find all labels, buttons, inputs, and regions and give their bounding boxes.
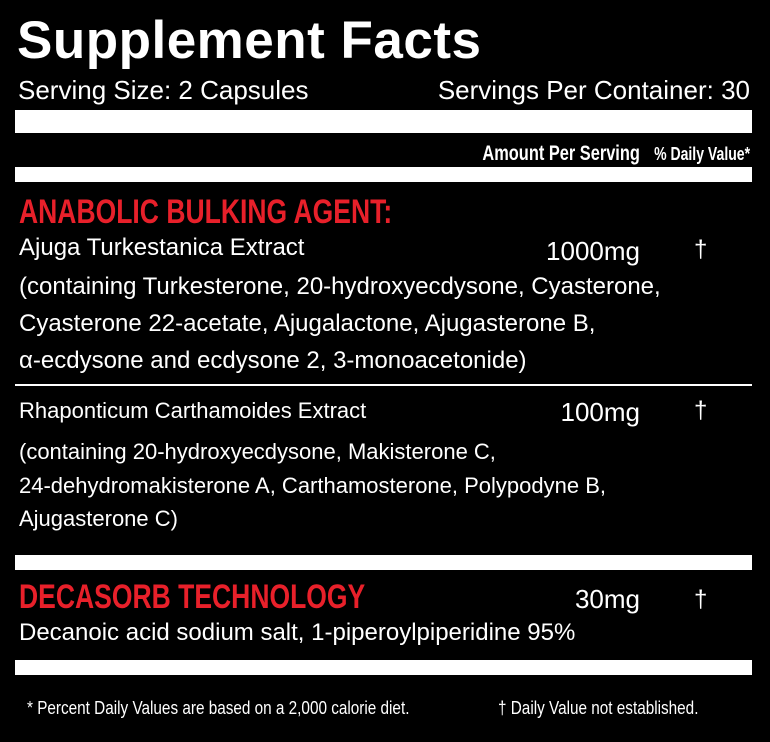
- dagger-mark: †: [694, 397, 708, 424]
- servings-per-container: Servings Per Container: 30: [437, 75, 750, 105]
- section-heading-anabolic: ANABOLIC BULKING AGENT:: [19, 193, 393, 231]
- ingredient-detail: α-ecdysone and ecdysone 2, 3-monoacetoni…: [19, 347, 527, 374]
- ingredient-name: Rhaponticum Carthamoides Extract: [19, 398, 367, 423]
- divider-thick: [15, 660, 752, 675]
- ingredient-amount: 100mg: [560, 397, 641, 427]
- daily-value-header: % Daily Value*: [653, 144, 750, 164]
- divider-thick: [15, 110, 752, 133]
- ingredient-detail: (containing Turkesterone, 20-hydroxyecdy…: [19, 273, 661, 300]
- divider-thin: [15, 384, 752, 386]
- ingredient-detail: Ajugasterone C): [19, 506, 178, 531]
- ingredient-amount: 30mg: [574, 584, 640, 614]
- ingredient-detail: Cyasterone 22-acetate, Ajugalactone, Aju…: [19, 310, 596, 337]
- footnote-daily-values: * Percent Daily Values are based on a 2,…: [27, 698, 410, 718]
- ingredient-detail: Decanoic acid sodium salt, 1-piperoylpip…: [19, 619, 576, 646]
- divider-thick: [15, 555, 752, 570]
- section-heading-decasorb: DECASORB TECHNOLOGY: [19, 578, 366, 616]
- ingredient-detail: 24-dehydromakisterone A, Carthamosterone…: [19, 473, 606, 498]
- footnote-dagger: † Daily Value not established.: [498, 698, 699, 718]
- ingredient-amount: 1000mg: [546, 236, 640, 266]
- ingredient-name: Ajuga Turkestanica Extract: [19, 234, 305, 261]
- amount-per-serving-header: Amount Per Serving: [482, 142, 640, 165]
- dagger-mark: †: [694, 236, 708, 263]
- dagger-mark: †: [694, 586, 708, 613]
- serving-size: Serving Size: 2 Capsules: [18, 75, 309, 105]
- divider-thick: [15, 167, 752, 182]
- ingredient-detail: (containing 20-hydroxyecdysone, Makister…: [19, 439, 496, 464]
- page-title: Supplement Facts: [17, 11, 482, 70]
